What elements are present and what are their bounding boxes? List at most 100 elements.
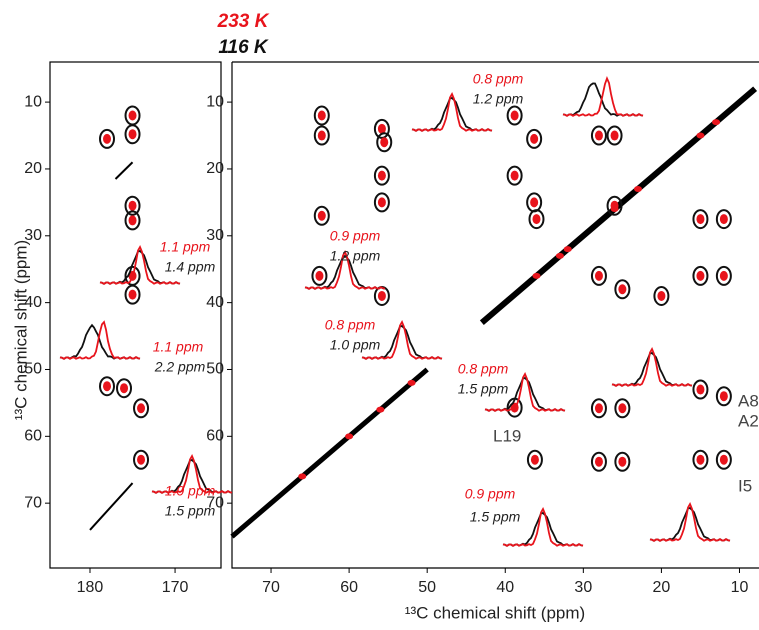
annotation: 1.0 ppm bbox=[165, 483, 216, 499]
annotation: A8, bbox=[738, 391, 759, 410]
peak-116k bbox=[313, 105, 330, 126]
peak-116k bbox=[313, 125, 330, 146]
y-tick-label: 70 bbox=[206, 494, 224, 511]
peak-233k bbox=[137, 454, 146, 465]
y-axis-label: ¹³C chemical shift (ppm) bbox=[11, 240, 30, 420]
annotation: 1.2 ppm bbox=[330, 248, 381, 264]
diagonal-peak bbox=[345, 433, 354, 440]
slice-233k bbox=[99, 244, 181, 285]
annotation: I5 bbox=[738, 476, 752, 495]
y-tick-label: 20 bbox=[206, 160, 224, 177]
diagonal-peak bbox=[555, 252, 564, 259]
peak-233k bbox=[618, 403, 627, 414]
peak-116k bbox=[715, 449, 732, 470]
peak-116k bbox=[116, 378, 133, 399]
peak-233k bbox=[377, 197, 386, 208]
annotation: 0.9 ppm bbox=[330, 228, 381, 244]
diagonal-peak bbox=[407, 379, 416, 386]
peak-233k bbox=[128, 200, 137, 211]
annotation: 1.1 ppm bbox=[153, 339, 204, 355]
diagonal-peak bbox=[696, 132, 705, 139]
slice-233k bbox=[411, 91, 493, 132]
peak-116k bbox=[614, 398, 631, 419]
peak-233k bbox=[532, 214, 541, 225]
peak-233k bbox=[315, 270, 324, 281]
slice-233k bbox=[502, 506, 584, 547]
y-tick-label: 10 bbox=[206, 93, 224, 110]
y-tick-label: 10 bbox=[24, 93, 42, 110]
x-tick-label: 30 bbox=[574, 579, 592, 596]
peak-233k bbox=[137, 403, 146, 414]
slice-233k bbox=[151, 453, 233, 494]
y-tick-label: 40 bbox=[206, 294, 224, 311]
x-tick-label: 10 bbox=[731, 579, 749, 596]
y-tick-label: 50 bbox=[206, 361, 224, 378]
peak-233k bbox=[530, 133, 539, 144]
diagonal bbox=[89, 482, 134, 531]
y-tick-label: 40 bbox=[24, 294, 42, 311]
y-tick-label: 20 bbox=[24, 160, 42, 177]
peak-116k bbox=[715, 209, 732, 230]
peak-116k bbox=[590, 125, 607, 146]
peak-233k bbox=[594, 456, 603, 467]
annotation: 1.1 ppm bbox=[160, 239, 211, 255]
y-tick-label: 70 bbox=[24, 494, 42, 511]
peak-233k bbox=[618, 456, 627, 467]
peak-116k bbox=[526, 449, 543, 470]
slice-116k bbox=[611, 351, 693, 387]
peak-116k bbox=[614, 451, 631, 472]
peak-116k bbox=[606, 195, 623, 216]
peak-116k bbox=[373, 192, 390, 213]
peak-233k bbox=[618, 284, 627, 295]
slice-233k bbox=[484, 371, 566, 412]
peak-233k bbox=[719, 214, 728, 225]
peak-233k bbox=[128, 129, 137, 140]
peak-116k bbox=[653, 285, 670, 306]
peak-233k bbox=[719, 454, 728, 465]
peak-233k bbox=[377, 123, 386, 134]
peak-233k bbox=[317, 210, 326, 221]
peak-116k bbox=[133, 449, 150, 470]
peak-116k bbox=[376, 132, 393, 153]
y-tick-label: 30 bbox=[24, 227, 42, 244]
peak-233k bbox=[120, 383, 129, 394]
peak-233k bbox=[128, 110, 137, 121]
peak-116k bbox=[692, 449, 709, 470]
legend-entry: 116 K bbox=[218, 37, 269, 58]
annotation: 1.5 ppm bbox=[165, 503, 216, 519]
peak-233k bbox=[594, 403, 603, 414]
peak-233k bbox=[696, 454, 705, 465]
y-tick-label: 50 bbox=[24, 361, 42, 378]
peak-116k bbox=[99, 376, 115, 397]
y-tick-label: 60 bbox=[24, 428, 42, 445]
x-tick-label: 40 bbox=[496, 579, 514, 596]
peak-233k bbox=[128, 215, 137, 226]
peak-233k bbox=[530, 197, 539, 208]
x-tick-label: 50 bbox=[418, 579, 436, 596]
x-tick-label: 60 bbox=[340, 579, 358, 596]
slice-233k bbox=[562, 75, 644, 117]
peak-116k bbox=[311, 265, 328, 286]
peak-116k bbox=[715, 386, 732, 407]
peak-116k bbox=[506, 165, 523, 186]
peak-116k bbox=[614, 279, 631, 300]
diagonal-peak bbox=[298, 473, 307, 480]
peak-233k bbox=[377, 170, 386, 181]
peak-233k bbox=[696, 214, 705, 225]
x-tick-label: 70 bbox=[262, 579, 280, 596]
diagonal-peak bbox=[532, 272, 541, 279]
peak-116k bbox=[692, 209, 709, 230]
slice-233k bbox=[611, 346, 693, 387]
peak-233k bbox=[696, 384, 705, 395]
peak-233k bbox=[594, 270, 603, 281]
peak-233k bbox=[103, 133, 111, 144]
annotation: 0.8 ppm bbox=[325, 317, 376, 333]
peak-116k bbox=[99, 128, 115, 149]
peak-116k bbox=[124, 195, 141, 216]
peak-116k bbox=[692, 265, 709, 286]
annotation: 0.8 ppm bbox=[458, 361, 509, 377]
annotation: 0.8 ppm bbox=[473, 71, 524, 87]
annotation: 1.4 ppm bbox=[165, 259, 216, 275]
peak-233k bbox=[594, 130, 603, 141]
peak-233k bbox=[103, 381, 111, 392]
